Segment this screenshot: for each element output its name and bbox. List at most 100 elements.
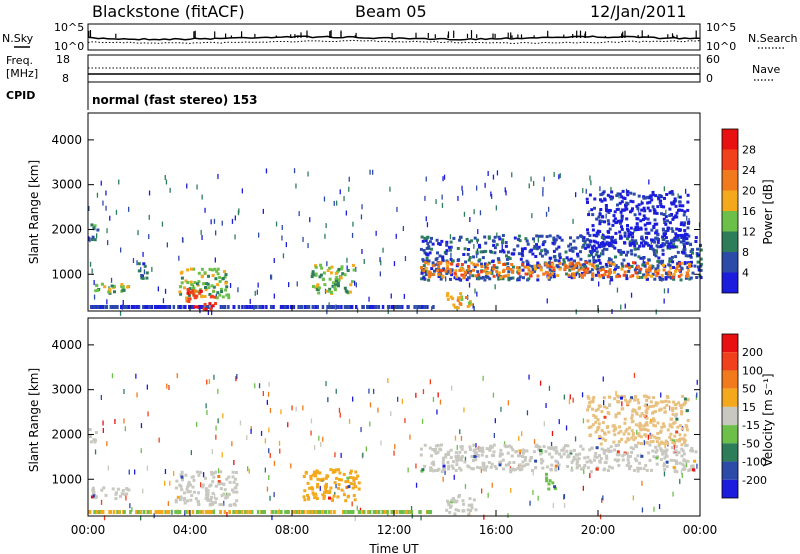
region-echo [446, 460, 450, 464]
region-echo [589, 425, 593, 429]
region-echo [641, 263, 645, 267]
region-echo [480, 448, 484, 452]
region-echo [552, 275, 556, 279]
ground-echo [113, 305, 117, 309]
region-echo [234, 471, 238, 474]
region-echo [665, 460, 669, 464]
region-echo [538, 445, 542, 449]
scatter-echo [415, 392, 417, 398]
region-echo [193, 281, 197, 284]
region-echo [213, 267, 217, 271]
region-echo [445, 249, 449, 253]
region-echo [553, 258, 557, 262]
region-echo [656, 233, 660, 237]
region-echo [557, 463, 561, 467]
region-echo [591, 400, 595, 404]
region-echo [532, 270, 536, 274]
region-echo [224, 281, 228, 285]
ground-echo [265, 305, 268, 309]
region-echo [319, 263, 323, 267]
ground-echo [98, 305, 101, 309]
region-echo [625, 463, 629, 467]
region-echo [659, 447, 663, 451]
region-echo [686, 269, 690, 272]
ground-echo [116, 510, 119, 514]
scatter-echo [281, 225, 283, 230]
power-ylabel: Slant Range [km] [27, 160, 41, 264]
scatter-echo [279, 448, 281, 454]
region-echo [638, 414, 642, 418]
region-echo [449, 295, 453, 299]
ground-echo [177, 510, 180, 514]
region-echo [227, 296, 231, 300]
region-echo [457, 458, 461, 462]
region-echo [627, 234, 631, 238]
region-echo [562, 452, 566, 456]
colorbar-swatch [722, 272, 738, 293]
region-echo [190, 494, 194, 497]
scatter-echo [250, 428, 252, 434]
region-echo [451, 466, 455, 470]
region-echo [231, 475, 235, 479]
region-echo [178, 483, 182, 487]
region-echo [631, 200, 635, 204]
scatter-echo [457, 195, 459, 201]
scatter-echo [601, 497, 603, 503]
scatter-echo [246, 435, 248, 440]
region-echo [312, 492, 316, 496]
scatter-echo [599, 186, 601, 192]
region-echo [601, 421, 605, 425]
region-echo [614, 267, 617, 271]
region-echo [425, 252, 429, 256]
region-echo [460, 298, 464, 301]
region-echo [444, 252, 448, 256]
scatter-echo [120, 247, 122, 253]
region-echo [546, 276, 550, 280]
region-echo [621, 454, 625, 458]
region-echo [592, 233, 596, 237]
region-echo [557, 259, 561, 263]
region-echo [596, 428, 600, 432]
region-echo [340, 267, 344, 271]
region-echo [549, 265, 553, 269]
region-echo [620, 251, 624, 255]
region-echo [518, 275, 522, 279]
region-echo [622, 250, 626, 254]
colorbar-tick: -100 [742, 456, 767, 469]
region-echo [518, 449, 522, 453]
region-echo [526, 261, 530, 265]
ground-echo [400, 510, 403, 514]
region-echo [333, 288, 337, 292]
region-echo [667, 400, 671, 404]
scatter-echo [539, 380, 542, 386]
scatter-echo [336, 200, 338, 206]
region-echo [306, 481, 310, 485]
region-echo [678, 262, 682, 266]
region-echo [188, 287, 192, 291]
scatter-echo [173, 471, 175, 476]
power-colorbar-label: Power [dB] [761, 179, 775, 244]
region-echo [552, 236, 556, 240]
region-echo [491, 453, 494, 457]
region-echo [650, 198, 654, 202]
region-echo [631, 431, 635, 435]
region-echo [586, 419, 590, 423]
nave-label: Nave [752, 63, 780, 76]
region-echo [580, 275, 584, 279]
region-echo [185, 487, 189, 491]
region-echo [487, 261, 491, 265]
region-echo [187, 483, 191, 486]
region-echo [626, 237, 629, 241]
region-echo [462, 275, 466, 279]
region-echo [529, 456, 533, 460]
ground-echo [201, 510, 204, 514]
colorbar-swatch [722, 370, 738, 389]
region-echo [601, 241, 605, 244]
region-echo [452, 236, 456, 240]
region-echo [649, 244, 653, 248]
region-echo [499, 452, 503, 456]
scatter-echo [142, 488, 144, 494]
region-echo [548, 268, 552, 272]
ground-echo [137, 305, 140, 309]
region-echo [317, 291, 321, 295]
